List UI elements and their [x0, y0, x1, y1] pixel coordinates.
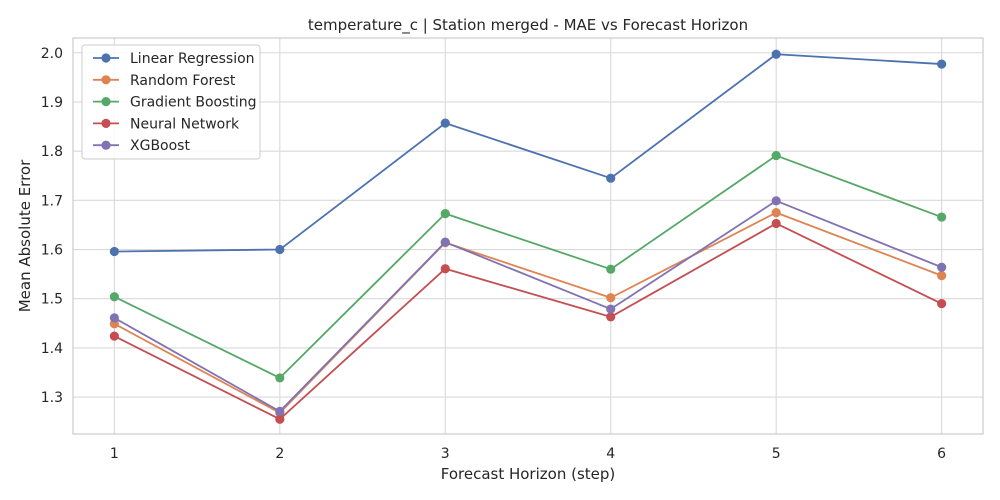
- data-point: [440, 118, 450, 128]
- series-line: [113, 222, 943, 421]
- x-tick-label: 6: [937, 446, 946, 462]
- data-point: [275, 244, 285, 255]
- x-tick-label: 2: [275, 446, 284, 462]
- data-point: [937, 59, 947, 69]
- legend: Linear Regression Random Forest Gradient B…: [81, 44, 261, 160]
- plot-frame: [72, 37, 984, 435]
- data-point: [771, 196, 781, 206]
- data-point: [771, 49, 781, 59]
- legend-item: Gradient Boosting: [93, 95, 257, 111]
- data-point: [771, 218, 781, 229]
- data-point: [771, 150, 781, 161]
- data-point: [937, 271, 947, 281]
- series-xgboost: [109, 196, 947, 416]
- data-point: [109, 292, 119, 302]
- legend-marker: [101, 75, 111, 85]
- legend-item: Linear Regression: [93, 51, 255, 67]
- legend-label: Gradient Boosting: [130, 95, 257, 111]
- y-tick-label: 1.9: [41, 95, 63, 111]
- data-point: [606, 293, 616, 303]
- data-point: [937, 212, 947, 222]
- legend-marker: [101, 140, 111, 150]
- x-tick-label: 5: [772, 446, 781, 462]
- y-tick-label: 1.7: [41, 193, 63, 209]
- series-line: [113, 199, 942, 413]
- data-point: [109, 331, 119, 341]
- data-point: [275, 373, 285, 383]
- data-point: [606, 304, 616, 314]
- x-tick-label: 3: [441, 446, 450, 462]
- x-axis-title: Forecast Horizon (step): [441, 465, 616, 483]
- legend-item: XGBoost: [93, 138, 190, 154]
- data-point: [440, 237, 450, 247]
- data-point: [440, 264, 450, 274]
- legend-label: XGBoost: [130, 138, 190, 154]
- y-tick-label: 1.4: [41, 341, 63, 357]
- series-linear-regression: [109, 49, 947, 257]
- legend-marker: [101, 118, 111, 128]
- legend-marker: [101, 53, 111, 63]
- data-point: [275, 406, 285, 416]
- data-point: [937, 262, 947, 272]
- legend-marker: [101, 97, 111, 107]
- y-tick-label: 1.6: [41, 243, 63, 259]
- y-axis-title: Mean Absolute Error: [16, 159, 34, 312]
- data-point: [109, 246, 119, 257]
- y-tick-label: 1.3: [41, 390, 63, 406]
- series-line: [113, 154, 942, 379]
- data-point: [606, 264, 616, 274]
- legend-label: Neural Network: [130, 116, 240, 132]
- legend-item: Random Forest: [93, 73, 236, 89]
- y-tick-labels: 1.3 1.4 1.5 1.6 1.7 1.8 1.9 2.0: [41, 46, 63, 406]
- y-tick-label: 2.0: [41, 46, 63, 62]
- legend-label: Linear Regression: [130, 51, 255, 67]
- series-gradient-boosting: [109, 150, 947, 383]
- x-tick-label: 1: [110, 446, 119, 462]
- series-neural-network: [109, 218, 947, 424]
- y-tick-label: 1.8: [41, 144, 63, 160]
- data-point: [771, 208, 781, 218]
- data-point: [109, 313, 119, 323]
- x-tick-label: 4: [606, 446, 615, 462]
- series-line: [113, 211, 942, 414]
- legend-label: Random Forest: [130, 73, 236, 89]
- data-point: [440, 209, 450, 219]
- y-tick-label: 1.5: [41, 292, 63, 308]
- data-point: [606, 312, 616, 322]
- series-line: [114, 53, 942, 253]
- data-point: [937, 299, 947, 309]
- data-point: [275, 414, 285, 424]
- chart-title: temperature_c | Station merged - MAE vs …: [308, 16, 748, 35]
- data-point: [606, 173, 616, 183]
- series-layer: [109, 49, 947, 424]
- legend-item: Neural Network: [93, 116, 240, 132]
- legend-box: [81, 44, 261, 160]
- x-tick-labels: 1 2 3 4 5 6: [110, 446, 946, 462]
